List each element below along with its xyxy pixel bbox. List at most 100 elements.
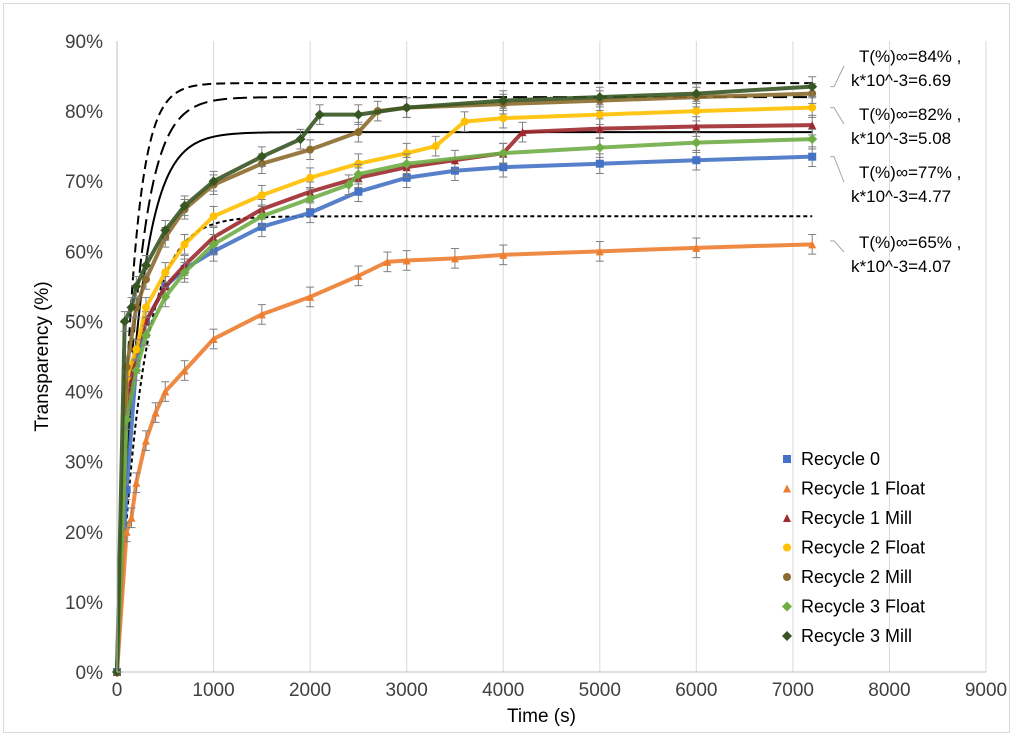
annotation-leader bbox=[830, 107, 845, 125]
legend-marker bbox=[783, 573, 791, 581]
data-point bbox=[499, 114, 508, 123]
y-tick-label: 80% bbox=[65, 102, 103, 123]
annotation-line2: k*10^-3=4.77 bbox=[851, 187, 951, 206]
legend-label: Recycle 3 Float bbox=[801, 597, 925, 617]
data-point bbox=[692, 107, 701, 116]
data-point bbox=[402, 149, 411, 158]
data-point bbox=[180, 240, 189, 249]
data-point bbox=[306, 145, 315, 154]
legend-marker bbox=[782, 601, 792, 612]
legend-marker bbox=[782, 631, 792, 641]
data-point bbox=[594, 142, 605, 153]
annotation-line1: T(%)∞=77% , bbox=[859, 163, 961, 182]
x-tick-label: 3000 bbox=[386, 680, 428, 701]
data-point bbox=[595, 124, 604, 133]
data-point bbox=[354, 187, 363, 196]
data-point bbox=[518, 128, 527, 137]
series-line bbox=[115, 123, 813, 673]
data-point bbox=[151, 408, 160, 417]
data-point bbox=[132, 345, 141, 354]
data-point bbox=[131, 365, 142, 376]
annotation-leader bbox=[830, 156, 845, 183]
data-point bbox=[595, 159, 604, 168]
series-line bbox=[115, 84, 813, 673]
data-point bbox=[140, 260, 151, 271]
x-tick-label: 2000 bbox=[289, 680, 331, 701]
data-point bbox=[383, 257, 392, 266]
data-point bbox=[808, 152, 817, 161]
data-point bbox=[595, 247, 604, 256]
data-point bbox=[127, 513, 136, 522]
series-line bbox=[115, 137, 813, 673]
data-point bbox=[122, 485, 131, 494]
y-tick-label: 30% bbox=[65, 453, 103, 474]
annotation-line2: k*10^-3=4.07 bbox=[851, 257, 951, 276]
y-tick-label: 70% bbox=[65, 172, 103, 193]
data-point bbox=[209, 212, 218, 221]
legend-marker bbox=[783, 514, 791, 522]
data-point bbox=[401, 102, 412, 113]
annotation-line2: k*10^-3=6.69 bbox=[851, 71, 951, 90]
data-point bbox=[353, 169, 364, 180]
data-point bbox=[160, 291, 171, 302]
data-point bbox=[692, 156, 701, 165]
data-point bbox=[402, 173, 411, 182]
series-line bbox=[115, 91, 813, 673]
data-point bbox=[402, 256, 411, 265]
data-point bbox=[141, 303, 150, 312]
data-point bbox=[431, 142, 440, 151]
data-point bbox=[209, 334, 218, 343]
legend-marker bbox=[783, 543, 791, 552]
data-point bbox=[808, 103, 817, 112]
data-point bbox=[691, 137, 702, 148]
series-line bbox=[115, 105, 813, 673]
chart-svg: 0 1000 2000 3000 4000 5000 6000 7000 8000 9000 0% 1… bbox=[32, 32, 1007, 727]
x-tick-label: 0 bbox=[112, 680, 123, 701]
data-point bbox=[498, 95, 509, 106]
data-point bbox=[450, 166, 459, 175]
data-point bbox=[499, 250, 508, 259]
data-point bbox=[807, 134, 818, 145]
data-point bbox=[179, 200, 190, 211]
x-tick-label: 1000 bbox=[192, 680, 234, 701]
annotation-line1: T(%)∞=84% , bbox=[859, 47, 961, 66]
y-tick-label: 40% bbox=[65, 383, 103, 404]
data-point bbox=[257, 191, 266, 200]
data-point bbox=[692, 122, 701, 131]
data-point bbox=[257, 310, 266, 319]
series-line bbox=[115, 242, 813, 673]
data-point bbox=[161, 387, 170, 396]
data-point bbox=[180, 366, 189, 375]
data-point bbox=[595, 110, 604, 119]
x-tick-label: 8000 bbox=[868, 680, 910, 701]
annotation-line2: k*10^-3=5.08 bbox=[851, 129, 951, 148]
data-point bbox=[808, 121, 817, 130]
x-tick-label: 9000 bbox=[965, 680, 1007, 701]
annotations: T(%)∞=84% , k*10^-3=6.69 T(%)∞=82% , k*10^-… bbox=[830, 47, 961, 276]
legend-label: Recycle 2 Mill bbox=[801, 567, 912, 587]
data-point bbox=[132, 478, 141, 487]
data-point bbox=[256, 151, 267, 162]
legend: Recycle 0 Recycle 1 Float Recycle 1 Mill Re… bbox=[782, 449, 925, 646]
data-point bbox=[343, 179, 354, 190]
chart-frame: 0 1000 2000 3000 4000 5000 6000 7000 8000 9000 0% 1… bbox=[3, 3, 1010, 733]
annotation-line1: T(%)∞=82% , bbox=[859, 105, 961, 124]
x-tick-label: 7000 bbox=[772, 680, 814, 701]
data-point bbox=[126, 302, 137, 313]
annotation-line1: T(%)∞=65% , bbox=[859, 233, 961, 252]
axes: 0 1000 2000 3000 4000 5000 6000 7000 8000 9000 0% 1… bbox=[32, 32, 1007, 727]
data-point bbox=[208, 176, 219, 187]
data-point bbox=[160, 225, 171, 236]
data-point bbox=[353, 109, 364, 120]
data-point bbox=[141, 275, 150, 284]
data-point bbox=[140, 330, 151, 341]
y-tick-label: 10% bbox=[65, 593, 103, 614]
fit-curve bbox=[116, 82, 813, 673]
data-point bbox=[161, 268, 170, 277]
legend-label: Recycle 3 Mill bbox=[801, 626, 912, 646]
data-point bbox=[691, 88, 702, 99]
annotation-leader bbox=[830, 65, 845, 88]
x-axis-title: Time (s) bbox=[507, 706, 576, 727]
data-point bbox=[314, 109, 325, 120]
y-tick-label: 60% bbox=[65, 242, 103, 263]
